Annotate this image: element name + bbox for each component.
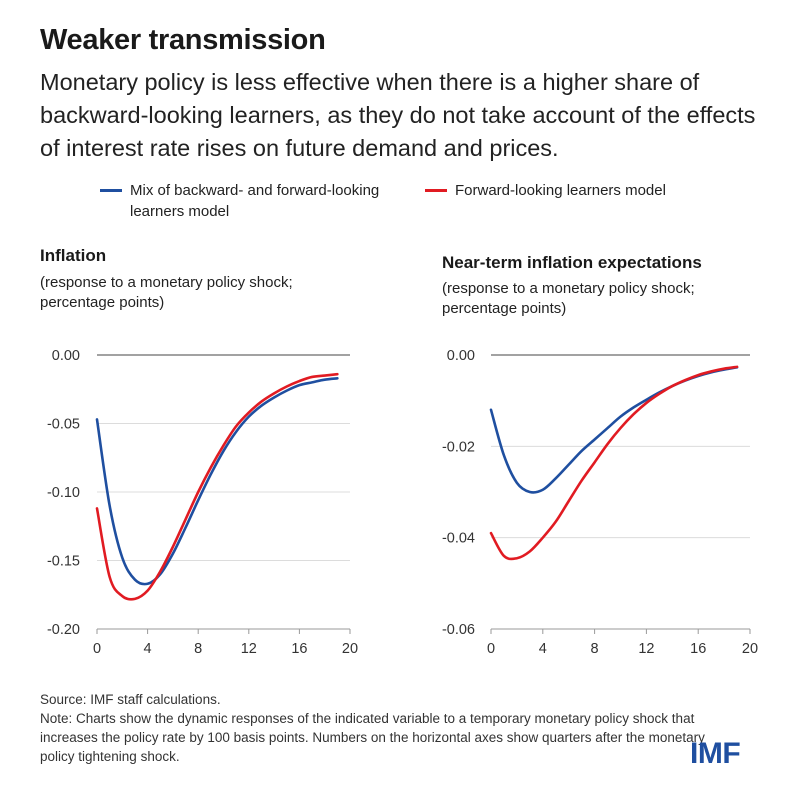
expectations-chart: 0.00 -0.02 -0.04 -0.06 0 4 8 12 16 20 — [442, 348, 758, 657]
series-line-mix — [489, 366, 739, 494]
legend-swatch-forward — [425, 189, 447, 192]
x-tick-label: 16 — [690, 641, 706, 657]
x-tick-label: 20 — [742, 641, 758, 657]
y-tick-label: 0.00 — [52, 348, 80, 364]
footer: Source: IMF staff calculations. Note: Ch… — [40, 690, 730, 766]
x-tick-label: 0 — [487, 641, 495, 657]
x-tick-label: 12 — [241, 641, 257, 657]
x-tick-label: 4 — [144, 641, 152, 657]
x-tick-label: 12 — [638, 641, 654, 657]
x-tick-label: 8 — [591, 641, 599, 657]
legend-label-mix: Mix of backward- and forward-looking lea… — [130, 182, 380, 220]
panel-title-inflation: Inflation — [40, 246, 107, 265]
y-tick-label: -0.06 — [442, 622, 475, 638]
x-tick-label: 4 — [539, 641, 547, 657]
series-line-mix — [95, 376, 339, 586]
chart-note: Note: Charts show the dynamic responses … — [40, 711, 705, 764]
y-tick-label: -0.05 — [47, 417, 80, 433]
x-tick-label: 20 — [342, 641, 358, 657]
y-tick-label: -0.20 — [47, 622, 80, 638]
chart-title: Weaker transmission — [40, 24, 326, 56]
chart-subtitle: Monetary policy is less effective when t… — [40, 69, 756, 161]
x-tick-label: 16 — [291, 641, 307, 657]
panel-subtitle-inflation: (response to a monetary policy shock; pe… — [40, 274, 293, 311]
legend-label-forward: Forward-looking learners model — [455, 182, 666, 199]
y-tick-label: -0.15 — [47, 554, 80, 570]
y-tick-label: -0.02 — [442, 439, 475, 455]
y-tick-label: 0.00 — [447, 348, 475, 364]
series-line-forward — [95, 372, 339, 601]
source-note: Source: IMF staff calculations. — [40, 692, 221, 707]
series-line-forward — [489, 365, 739, 561]
inflation-chart: 0.00 -0.05 -0.10 -0.15 -0.20 0 4 8 12 16 20 — [47, 348, 358, 657]
x-tick-label: 0 — [93, 641, 101, 657]
panel-subtitle-expectations: (response to a monetary policy shock; pe… — [442, 280, 695, 317]
panel-title-expectations: Near-term inflation expectations — [442, 253, 702, 272]
legend-swatch-mix — [100, 189, 122, 192]
x-tick-label: 8 — [194, 641, 202, 657]
y-tick-label: -0.04 — [442, 531, 475, 547]
y-tick-label: -0.10 — [47, 485, 80, 501]
imf-logo: IMF — [690, 737, 741, 770]
